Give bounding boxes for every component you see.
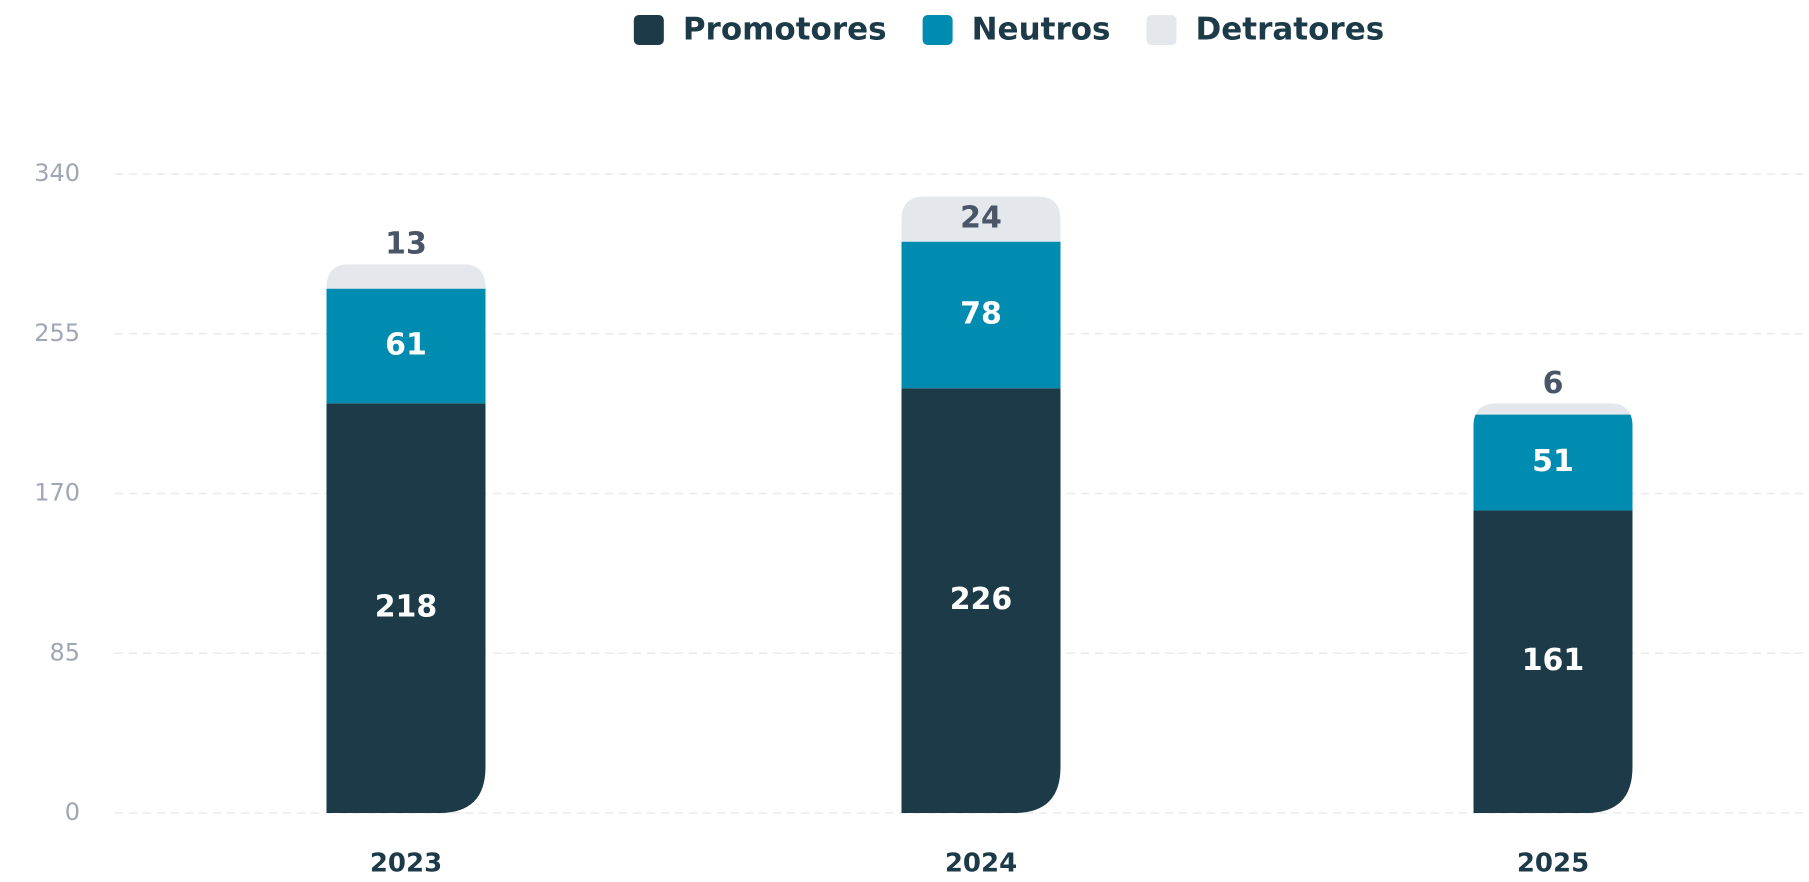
- bar-segment: [901, 241, 1061, 389]
- data-label: 78: [960, 296, 1002, 331]
- data-label: 6: [1543, 366, 1564, 401]
- bar-segment: [1473, 414, 1633, 511]
- legend-swatch: [922, 15, 953, 45]
- bar-stack: [326, 264, 486, 813]
- bar-segment: [1473, 510, 1633, 813]
- bar-stack: [1473, 403, 1633, 813]
- data-label: 61: [385, 327, 427, 362]
- data-label: 13: [385, 227, 427, 262]
- bar-segment: [901, 196, 1061, 242]
- x-tick-label: 2024: [945, 849, 1017, 879]
- y-tick-label: 255: [34, 319, 80, 347]
- legend-label: Neutros: [972, 12, 1111, 48]
- x-tick-label: 2025: [1517, 849, 1589, 879]
- data-label: 226: [950, 582, 1013, 617]
- data-label: 51: [1532, 444, 1574, 479]
- bar-stack: [901, 196, 1061, 813]
- y-tick-label: 0: [65, 798, 80, 826]
- legend-swatch: [633, 15, 664, 45]
- x-tick-label: 2023: [370, 849, 442, 879]
- y-tick-label: 340: [34, 159, 80, 187]
- data-label: 24: [960, 201, 1002, 236]
- legend-swatch: [1146, 15, 1177, 45]
- y-tick-label: 85: [49, 638, 80, 666]
- bar-segment: [326, 403, 486, 813]
- bar-segment: [326, 264, 486, 289]
- data-label: 218: [375, 590, 438, 625]
- y-tick-label: 170: [34, 479, 80, 507]
- legend: Promotores Neutros Detratores: [633, 12, 1385, 48]
- bar-segment: [1473, 403, 1633, 415]
- bar-segment: [901, 388, 1061, 813]
- bar-segment: [326, 288, 486, 404]
- legend-label: Detratores: [1196, 12, 1385, 48]
- data-label: 161: [1522, 643, 1585, 678]
- legend-label: Promotores: [683, 12, 887, 48]
